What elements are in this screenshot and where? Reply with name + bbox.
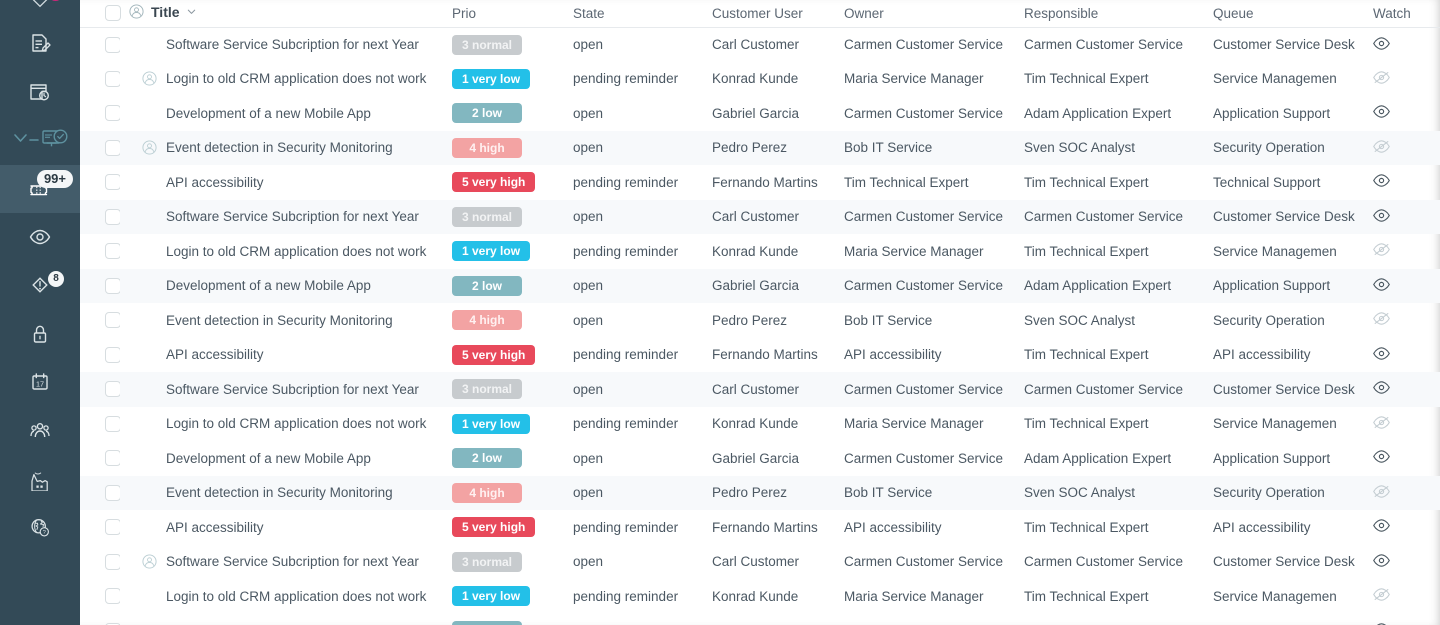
- svg-text:17: 17: [36, 379, 44, 388]
